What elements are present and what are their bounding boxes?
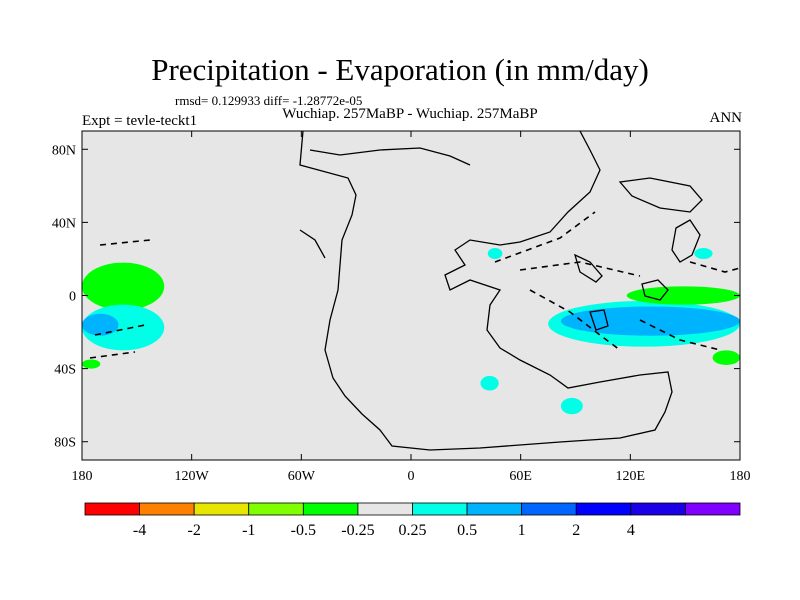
y-tick-label-0: 80N bbox=[52, 143, 76, 158]
anomaly-region-10 bbox=[487, 247, 503, 259]
colorbar-box-10 bbox=[630, 502, 686, 516]
island-chain-7 bbox=[639, 319, 721, 351]
x-tick-label-1: 120W bbox=[175, 469, 210, 484]
x-tick-label-4: 60E bbox=[509, 469, 532, 484]
pangaea-coastline bbox=[299, 131, 673, 451]
island-chain-2 bbox=[94, 324, 146, 336]
colorbar-box-4 bbox=[302, 502, 359, 516]
colorbar-box-5 bbox=[357, 502, 413, 516]
island-east-1 bbox=[618, 177, 703, 213]
x-tick-label-6: 180 bbox=[730, 469, 751, 484]
colorbar-box-3 bbox=[248, 502, 304, 516]
colorbar-label-8: 2 bbox=[572, 522, 580, 539]
anomaly-region-11 bbox=[694, 247, 713, 259]
colorbar-box-7 bbox=[466, 502, 523, 516]
chart-title: Precipitation - Evaporation (in mm/day) bbox=[151, 52, 649, 87]
x-tick-label-2: 60W bbox=[288, 469, 316, 484]
colorbar-label-1: -2 bbox=[188, 522, 201, 539]
anomaly-region-4 bbox=[560, 306, 740, 336]
colorbar-box-11 bbox=[685, 502, 741, 516]
x-tick-label-0: 180 bbox=[72, 469, 93, 484]
coastlines bbox=[299, 131, 703, 451]
island-equatorial bbox=[641, 279, 669, 301]
northern-inner-coast bbox=[309, 147, 471, 166]
island-chain-8 bbox=[689, 261, 740, 273]
y-tick-label-4: 80S bbox=[54, 436, 76, 451]
colorbar-box-6 bbox=[412, 502, 468, 516]
anomaly-regions bbox=[82, 247, 740, 415]
island-chains bbox=[89, 211, 740, 359]
anomaly-region-5 bbox=[626, 286, 740, 305]
colorbar-label-2: -1 bbox=[242, 522, 255, 539]
colorbar-label-9: 4 bbox=[627, 522, 635, 539]
x-tick-label-5: 120E bbox=[616, 469, 646, 484]
island-chain-1 bbox=[99, 239, 151, 246]
colorbar-label-5: 0.25 bbox=[399, 522, 427, 539]
anomaly-region-7 bbox=[480, 375, 499, 391]
colorbar-label-3: -0.5 bbox=[291, 522, 316, 539]
y-tick-label-1: 40N bbox=[52, 216, 76, 231]
x-tick-label-3: 0 bbox=[408, 469, 415, 484]
island-chain-5 bbox=[519, 261, 641, 277]
island-south-east bbox=[589, 309, 609, 331]
comparison-label: Wuchiap. 257MaBP - Wuchiap. 257MaBP bbox=[282, 106, 538, 122]
anomaly-region-6 bbox=[712, 350, 740, 365]
colorbar-box-8 bbox=[521, 502, 577, 516]
colorbar-label-6: 0.5 bbox=[457, 522, 477, 539]
colorbar-label-7: 1 bbox=[518, 522, 526, 539]
island-north-west bbox=[299, 229, 326, 259]
y-tick-label-3: 40S bbox=[54, 363, 76, 378]
season-label: ANN bbox=[709, 110, 743, 126]
anomaly-region-2 bbox=[82, 313, 119, 336]
island-chain-4 bbox=[494, 211, 596, 263]
colorbar-label-0: -4 bbox=[133, 522, 146, 539]
island-east-2 bbox=[671, 219, 701, 263]
colorbar-box-0 bbox=[84, 502, 140, 516]
island-chain-3 bbox=[89, 351, 136, 359]
island-mid-lat bbox=[573, 253, 603, 283]
axis-ticks: 180 120W 60W 0 60E 120E 180 80N 40N 0 40S 80S bbox=[52, 131, 751, 484]
anomaly-region-0 bbox=[82, 262, 165, 311]
colorbar-box-2 bbox=[193, 502, 250, 516]
colorbar-label-4: -0.25 bbox=[341, 522, 374, 539]
colorbar-box-9 bbox=[575, 502, 632, 516]
y-tick-label-2: 0 bbox=[69, 290, 76, 305]
experiment-label: Expt = tevle-teckt1 bbox=[82, 113, 198, 129]
colorbar: -4 -2 -1 -0.5 -0.25 0.25 0.5 1 2 4 bbox=[84, 502, 741, 539]
anomaly-region-8 bbox=[560, 397, 583, 415]
island-chain-6 bbox=[529, 289, 621, 351]
colorbar-box-1 bbox=[139, 502, 195, 516]
rmsd-diff-stats: rmsd= 0.129933 diff= -1.28772e-05 bbox=[175, 93, 363, 108]
anomaly-region-9 bbox=[82, 359, 101, 369]
